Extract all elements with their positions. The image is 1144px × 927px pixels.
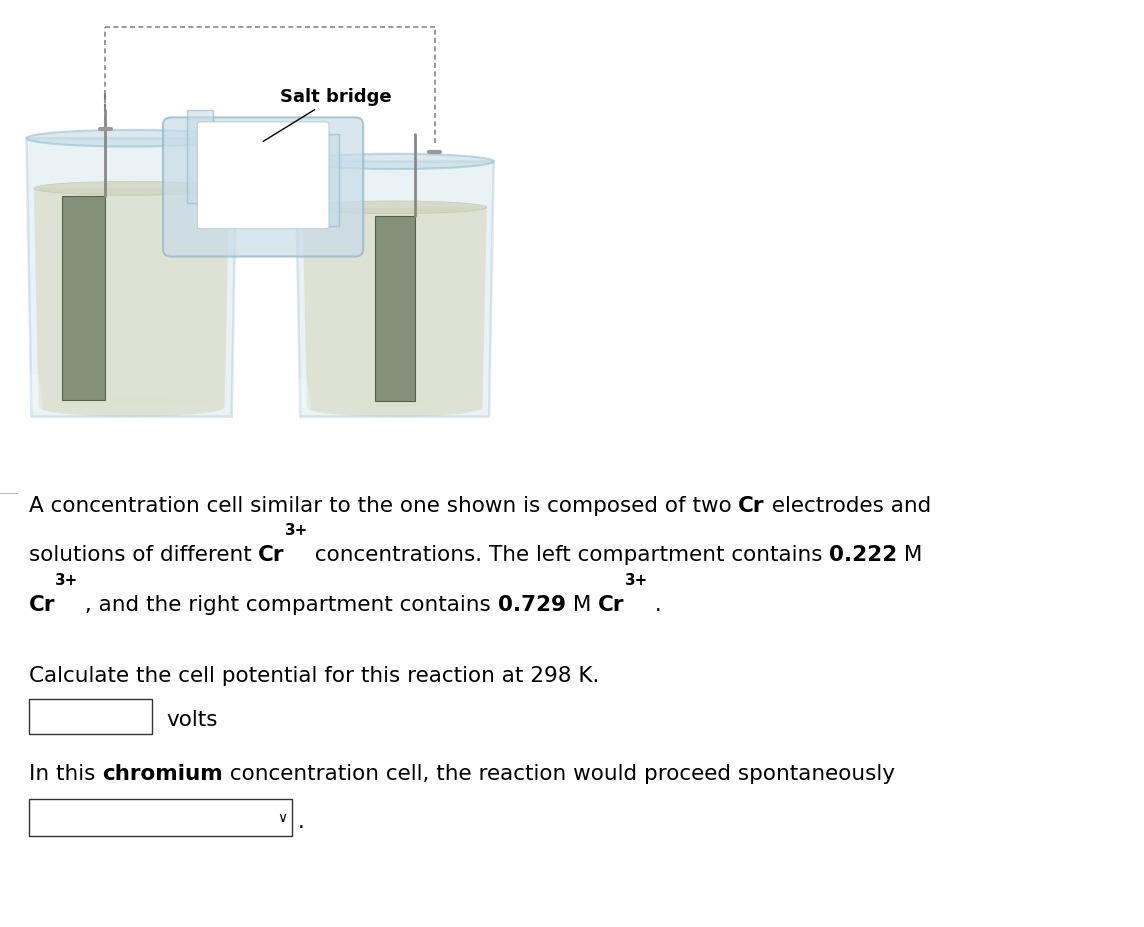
FancyBboxPatch shape (162, 118, 363, 257)
Text: 3+: 3+ (285, 523, 308, 538)
Text: ∨: ∨ (278, 810, 287, 825)
FancyBboxPatch shape (197, 122, 328, 229)
Polygon shape (295, 162, 494, 417)
Polygon shape (26, 375, 43, 412)
Text: 3+: 3+ (625, 572, 648, 587)
Polygon shape (26, 139, 237, 417)
Text: solutions of different: solutions of different (29, 545, 259, 565)
Text: concentration cell, the reaction would proceed spontaneously: concentration cell, the reaction would p… (223, 763, 895, 782)
Text: 0.729: 0.729 (498, 594, 566, 614)
Polygon shape (295, 379, 311, 412)
FancyBboxPatch shape (374, 216, 414, 401)
Text: M: M (566, 594, 598, 614)
Text: Cr: Cr (598, 594, 625, 614)
Text: Cr: Cr (259, 545, 285, 565)
FancyBboxPatch shape (29, 699, 152, 734)
Text: Cr: Cr (738, 496, 764, 515)
Text: electrodes and: electrodes and (764, 496, 931, 515)
Ellipse shape (295, 155, 494, 170)
Polygon shape (302, 208, 487, 407)
Text: A concentration cell similar to the one shown is composed of two: A concentration cell similar to the one … (29, 496, 738, 515)
Ellipse shape (26, 131, 237, 147)
FancyBboxPatch shape (188, 111, 213, 204)
Ellipse shape (302, 202, 487, 214)
Ellipse shape (39, 398, 224, 417)
Text: .: . (648, 594, 661, 614)
Text: chromium: chromium (102, 763, 223, 782)
Polygon shape (34, 189, 229, 406)
Ellipse shape (34, 182, 229, 196)
Text: M: M (898, 545, 923, 565)
FancyBboxPatch shape (29, 799, 292, 836)
Text: Cr: Cr (29, 594, 55, 614)
Text: volts: volts (166, 709, 217, 729)
Text: , and the right compartment contains: , and the right compartment contains (78, 594, 498, 614)
Text: Calculate the cell potential for this reaction at 298 K.: Calculate the cell potential for this re… (29, 666, 599, 685)
Ellipse shape (307, 400, 483, 417)
FancyBboxPatch shape (62, 197, 105, 400)
Text: Salt bridge: Salt bridge (263, 88, 392, 142)
FancyBboxPatch shape (313, 134, 339, 227)
Text: In this: In this (29, 763, 102, 782)
Text: .: . (297, 811, 304, 831)
Text: 0.222: 0.222 (829, 545, 898, 565)
Text: concentrations. The left compartment contains: concentrations. The left compartment con… (308, 545, 829, 565)
Text: 3+: 3+ (55, 572, 78, 587)
